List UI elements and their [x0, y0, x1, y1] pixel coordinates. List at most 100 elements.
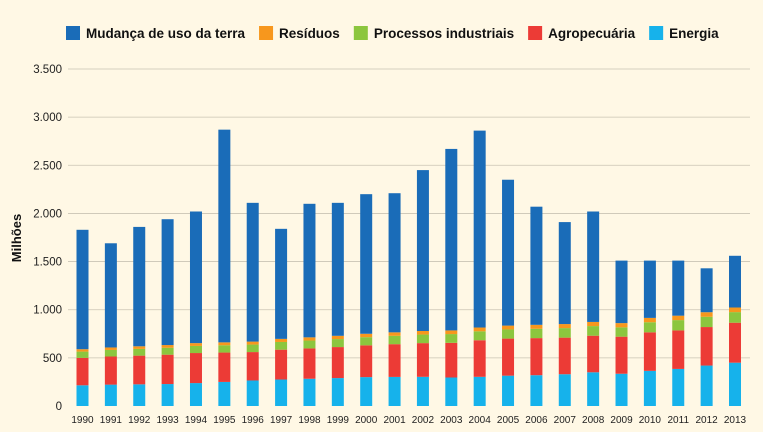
- legend-item: Energia: [649, 26, 719, 41]
- bar-segment: [615, 323, 628, 328]
- bar-segment: [331, 335, 344, 340]
- x-tick-label: 2013: [724, 415, 747, 426]
- bar-segment: [700, 312, 713, 317]
- bar-segment: [445, 334, 458, 343]
- bar-segment: [388, 193, 401, 333]
- bar-segment: [246, 202, 259, 342]
- bar-segment: [587, 372, 600, 406]
- bar-segment: [729, 255, 741, 308]
- x-tick-label: 1990: [71, 415, 94, 426]
- x-tick-label: 1999: [327, 415, 350, 426]
- bar-segment: [246, 380, 259, 406]
- bar-segment: [530, 324, 543, 329]
- bar-segment: [104, 384, 117, 406]
- bar-segment: [672, 260, 685, 316]
- x-tick-label: 1998: [298, 415, 321, 426]
- x-tick-label: 2009: [610, 415, 633, 426]
- x-tick-label: 1995: [213, 415, 236, 426]
- bar-segment: [473, 340, 486, 377]
- bar-segment: [700, 327, 713, 366]
- bar-segment: [615, 260, 628, 324]
- x-tick-label: 2008: [582, 415, 605, 426]
- x-tick-label: 1993: [156, 415, 179, 426]
- bar-segment: [416, 376, 429, 406]
- bar-segment: [133, 348, 146, 356]
- bar-segment: [388, 344, 401, 377]
- bar-segment: [76, 229, 89, 350]
- legend-item: Agropecuária: [528, 26, 636, 41]
- bar-segment: [161, 345, 174, 348]
- x-axis: 1990 1991 1992 1993 1994 1995 1996 1997 1998 1999…: [71, 415, 746, 426]
- bar-segment: [643, 260, 656, 318]
- bar-segment: [587, 335, 600, 373]
- bar-segment: [643, 370, 656, 406]
- bar-segment: [161, 384, 174, 406]
- legend-item: Mudança de uso da terra: [66, 26, 246, 41]
- legend-label: Agropecuária: [548, 26, 636, 41]
- bar-segment: [189, 211, 202, 344]
- bar-segment: [445, 377, 458, 406]
- bar-segment: [643, 317, 656, 323]
- bar-segment: [672, 315, 685, 321]
- legend-item: Resíduos: [259, 26, 340, 41]
- bar-segment: [303, 337, 316, 341]
- y-tick-label: 3.500: [33, 64, 62, 76]
- bar-segment: [303, 203, 316, 338]
- bar-segment: [331, 202, 344, 336]
- bar-segment: [246, 341, 259, 345]
- bar-segment: [558, 328, 571, 338]
- bar-segment: [445, 148, 458, 331]
- bar-segment: [133, 226, 146, 347]
- bar-segment: [161, 354, 174, 385]
- bar-segment: [104, 347, 117, 350]
- y-tick-label: 3.000: [33, 112, 62, 124]
- y-tick-label: 2.000: [33, 208, 62, 220]
- bar-segment: [303, 378, 316, 406]
- x-tick-label: 2011: [668, 415, 690, 426]
- bar-segment: [388, 376, 401, 406]
- bar-segment: [218, 381, 231, 406]
- y-tick-label: 0: [56, 401, 62, 413]
- bar-segment: [700, 268, 713, 313]
- bar-segment: [473, 327, 486, 332]
- legend-swatch: [353, 26, 368, 40]
- bar-segment: [502, 375, 515, 406]
- y-tick-label: 2.500: [33, 160, 62, 172]
- legend-swatch: [649, 26, 664, 40]
- bar-segment: [76, 349, 89, 352]
- bar-segment: [502, 179, 515, 326]
- x-tick-label: 2002: [412, 415, 435, 426]
- x-tick-label: 2003: [440, 415, 463, 426]
- x-tick-label: 1996: [242, 415, 265, 426]
- bar-segment: [643, 332, 656, 371]
- bar-segment: [76, 385, 89, 406]
- legend-swatch: [259, 26, 274, 40]
- bar-segment: [104, 349, 117, 357]
- bar-segment: [530, 338, 543, 376]
- x-tick-label: 2000: [355, 415, 378, 426]
- bar-segment: [558, 337, 571, 375]
- y-axis-title: Milhões: [9, 214, 24, 262]
- bar-segment: [275, 379, 288, 406]
- y-tick-label: 1.000: [33, 305, 62, 317]
- legend-item: Processos industriais: [353, 26, 514, 41]
- bar-segment: [360, 345, 373, 378]
- bar-segment: [360, 194, 373, 334]
- bar-segment: [416, 170, 429, 331]
- bar-segment: [76, 357, 89, 386]
- bar-segment: [416, 334, 429, 344]
- bar-segment: [218, 345, 231, 353]
- bar-segment: [104, 356, 117, 385]
- legend-label: Mudança de uso da terra: [86, 26, 246, 41]
- bar-segment: [218, 129, 231, 343]
- x-tick-label: 2010: [639, 415, 662, 426]
- bar-segment: [246, 344, 259, 353]
- bar-segment: [502, 329, 515, 339]
- bar-segment: [672, 330, 685, 369]
- grid: [68, 68, 750, 359]
- bar-segment: [275, 349, 288, 380]
- bar-segment: [672, 368, 685, 406]
- bar-segment: [530, 206, 543, 325]
- bar-segment: [502, 325, 515, 330]
